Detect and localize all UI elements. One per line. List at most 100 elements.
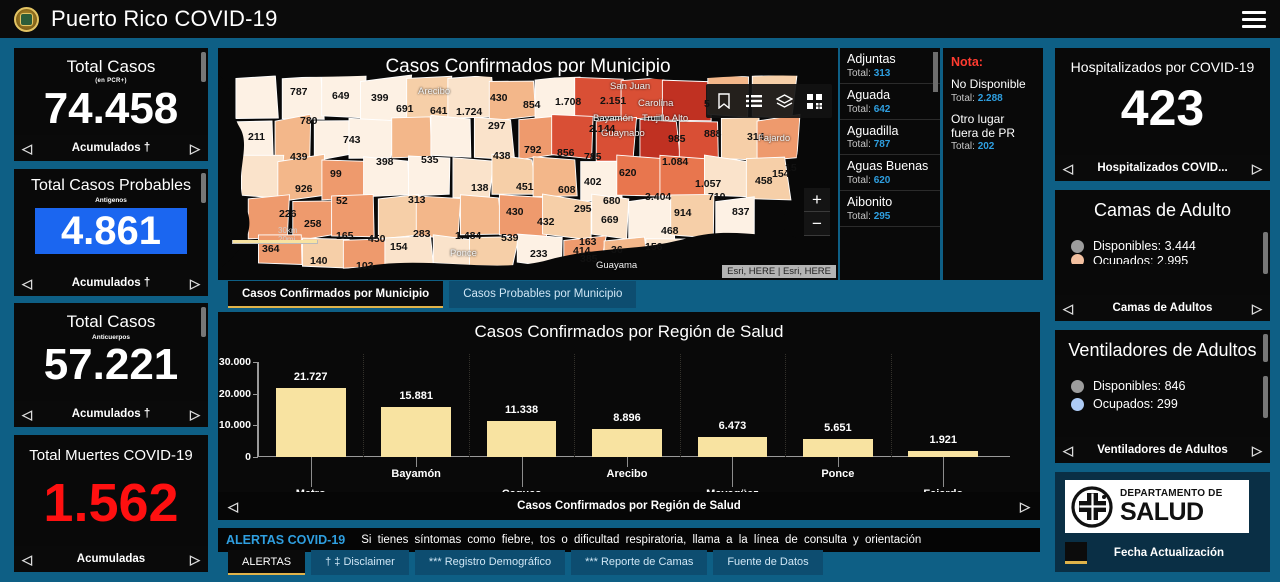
nota-title: Nota: bbox=[951, 55, 983, 69]
map-tools[interactable] bbox=[706, 84, 832, 118]
map-tab[interactable]: Casos Probables por Municipio bbox=[449, 281, 637, 308]
map-value-label: 1.484 bbox=[455, 230, 482, 242]
card-scrollbar[interactable] bbox=[201, 52, 206, 82]
map-tab-bar[interactable]: Casos Confirmados por Municipio Casos Pro… bbox=[228, 281, 637, 308]
prev-arrow[interactable]: ◁ bbox=[22, 406, 32, 422]
prev-arrow[interactable]: ◁ bbox=[22, 275, 32, 291]
chart-y-tick-mark bbox=[253, 362, 258, 363]
bookmark-icon[interactable] bbox=[710, 89, 738, 113]
map-place-label: Bayamón bbox=[593, 113, 634, 124]
choropleth-map[interactable] bbox=[218, 48, 838, 280]
nota-items: No Disponible Total: 2.288 Otro lugar fuer… bbox=[951, 77, 1035, 153]
card-footer: ◁ Hospitalizados COVID... ▷ bbox=[1055, 155, 1270, 181]
card-title: Total Casos bbox=[66, 312, 156, 331]
chart-bar[interactable] bbox=[275, 388, 346, 457]
bottom-tab[interactable]: *** Reporte de Camas bbox=[571, 550, 708, 575]
fecha-actualizacion-button[interactable]: Fecha Actualización bbox=[1089, 542, 1249, 564]
chart-gridline bbox=[468, 354, 470, 457]
prev-arrow[interactable]: ◁ bbox=[22, 551, 32, 567]
next-arrow[interactable]: ▷ bbox=[190, 551, 200, 567]
zoom-out-button[interactable]: − bbox=[804, 212, 830, 236]
card-scrollbar-secondary[interactable] bbox=[1263, 376, 1268, 418]
municipality-list-item[interactable]: Aibonito Total: 295 bbox=[840, 191, 940, 227]
next-arrow[interactable]: ▷ bbox=[190, 406, 200, 422]
chart-bar[interactable] bbox=[908, 450, 979, 457]
map-value-label: 854 bbox=[523, 99, 541, 111]
map-value-label: 468 bbox=[661, 225, 679, 237]
card-scrollbar[interactable] bbox=[201, 173, 206, 203]
bottom-tab[interactable]: ALERTAS bbox=[228, 550, 306, 575]
card-footer: ◁ Acumuladas ▷ bbox=[14, 546, 208, 572]
map-municipality bbox=[661, 79, 712, 122]
chart-y-tick-mark bbox=[253, 393, 258, 395]
prev-arrow[interactable]: ◁ bbox=[1063, 160, 1073, 176]
card-footer-label: Acumulados † bbox=[71, 408, 151, 420]
card-scrollbar[interactable] bbox=[1263, 334, 1268, 362]
municipality-list[interactable]: Adjuntas Total: 313 Aguada Total: 642 Aguadi… bbox=[840, 48, 940, 227]
map-value-label: 450 bbox=[368, 233, 386, 245]
chart-y-axis bbox=[257, 362, 259, 457]
zoom-in-button[interactable]: + bbox=[804, 188, 830, 212]
card-scrollbar[interactable] bbox=[1263, 232, 1268, 274]
next-arrow[interactable]: ▷ bbox=[1020, 498, 1030, 514]
municipality-list-item[interactable]: Adjuntas Total: 313 bbox=[840, 48, 940, 84]
map-value-label: 641 bbox=[430, 105, 448, 117]
map-panel[interactable]: Casos Confirmados por Municipio bbox=[218, 48, 838, 280]
chart-bar[interactable] bbox=[803, 439, 873, 457]
municipality-list-scrollbar[interactable] bbox=[933, 52, 938, 92]
layers-icon[interactable] bbox=[770, 89, 798, 113]
card-footer: ◁ Acumulados † ▷ bbox=[14, 135, 208, 161]
legend-list-icon[interactable] bbox=[740, 89, 768, 113]
next-arrow[interactable]: ▷ bbox=[1252, 442, 1262, 458]
municipality-name: Aguadilla bbox=[847, 123, 899, 138]
map-value-label: 539 bbox=[501, 232, 519, 244]
map-tab[interactable]: Casos Confirmados por Municipio bbox=[228, 281, 444, 308]
next-arrow[interactable]: ▷ bbox=[1252, 160, 1262, 176]
page-title: Puerto Rico COVID-19 bbox=[51, 6, 278, 31]
map-value-label: 785 bbox=[584, 151, 602, 163]
prev-arrow[interactable]: ◁ bbox=[1063, 442, 1073, 458]
bottom-tab[interactable]: Fuente de Datos bbox=[713, 550, 823, 575]
nota-item-total: Total: 202 bbox=[951, 141, 995, 153]
map-value-label: 837 bbox=[732, 206, 750, 218]
prev-arrow[interactable]: ◁ bbox=[1063, 300, 1073, 316]
municipality-list-panel[interactable]: Adjuntas Total: 313 Aguada Total: 642 Aguadi… bbox=[840, 48, 940, 280]
prev-arrow[interactable]: ◁ bbox=[22, 140, 32, 156]
municipality-list-item[interactable]: Aguas Buenas Total: 620 bbox=[840, 155, 940, 191]
prev-arrow[interactable]: ◁ bbox=[228, 498, 238, 514]
municipality-total: Total: 787 bbox=[847, 139, 891, 151]
map-zoom-controls[interactable]: + − bbox=[804, 188, 830, 236]
legend-color-dot bbox=[1071, 239, 1084, 253]
map-value-label: 458 bbox=[755, 175, 773, 187]
card-scrollbar[interactable] bbox=[201, 307, 206, 337]
nota-panel: Nota: No Disponible Total: 2.288 Otro luga… bbox=[943, 48, 1043, 280]
map-value-label: 691 bbox=[396, 103, 414, 115]
app-header: Puerto Rico COVID-19 bbox=[0, 0, 1280, 38]
chart-bar[interactable] bbox=[592, 428, 662, 457]
map-value-label: 297 bbox=[488, 120, 506, 132]
chart-bar-value: 21.727 bbox=[293, 371, 328, 384]
next-arrow[interactable]: ▷ bbox=[190, 275, 200, 291]
chart-title: Casos Confirmados por Región de Salud bbox=[474, 322, 784, 341]
nota-item-total: Total: 2.288 bbox=[951, 92, 1003, 104]
card-value: 423 bbox=[1120, 80, 1205, 136]
card-title: Total Muertes COVID-19 bbox=[29, 447, 193, 464]
municipality-list-item[interactable]: Aguada Total: 642 bbox=[840, 84, 940, 120]
next-arrow[interactable]: ▷ bbox=[1252, 300, 1262, 316]
chart-bar[interactable] bbox=[381, 406, 451, 457]
map-municipality bbox=[235, 75, 279, 119]
basemap-grid-icon[interactable] bbox=[800, 89, 828, 113]
map-municipality bbox=[551, 114, 594, 160]
next-arrow[interactable]: ▷ bbox=[190, 140, 200, 156]
chart-bar[interactable] bbox=[697, 436, 768, 457]
hamburger-menu-icon[interactable] bbox=[1242, 10, 1266, 28]
municipality-name: Aibonito bbox=[847, 195, 893, 209]
bottom-tab-bar[interactable]: ALERTAS † ‡ Disclaimer *** Registro Demogr… bbox=[228, 550, 823, 575]
municipality-list-item[interactable]: Aguadilla Total: 787 bbox=[840, 120, 940, 156]
bottom-tab[interactable]: *** Registro Demográfico bbox=[414, 550, 566, 575]
map-value-label: 1.057 bbox=[695, 178, 722, 190]
card-value: 57.221 bbox=[43, 340, 179, 389]
bottom-tab[interactable]: † ‡ Disclaimer bbox=[311, 550, 409, 575]
chart-bar[interactable] bbox=[486, 421, 557, 457]
card-value: 74.458 bbox=[43, 84, 179, 133]
